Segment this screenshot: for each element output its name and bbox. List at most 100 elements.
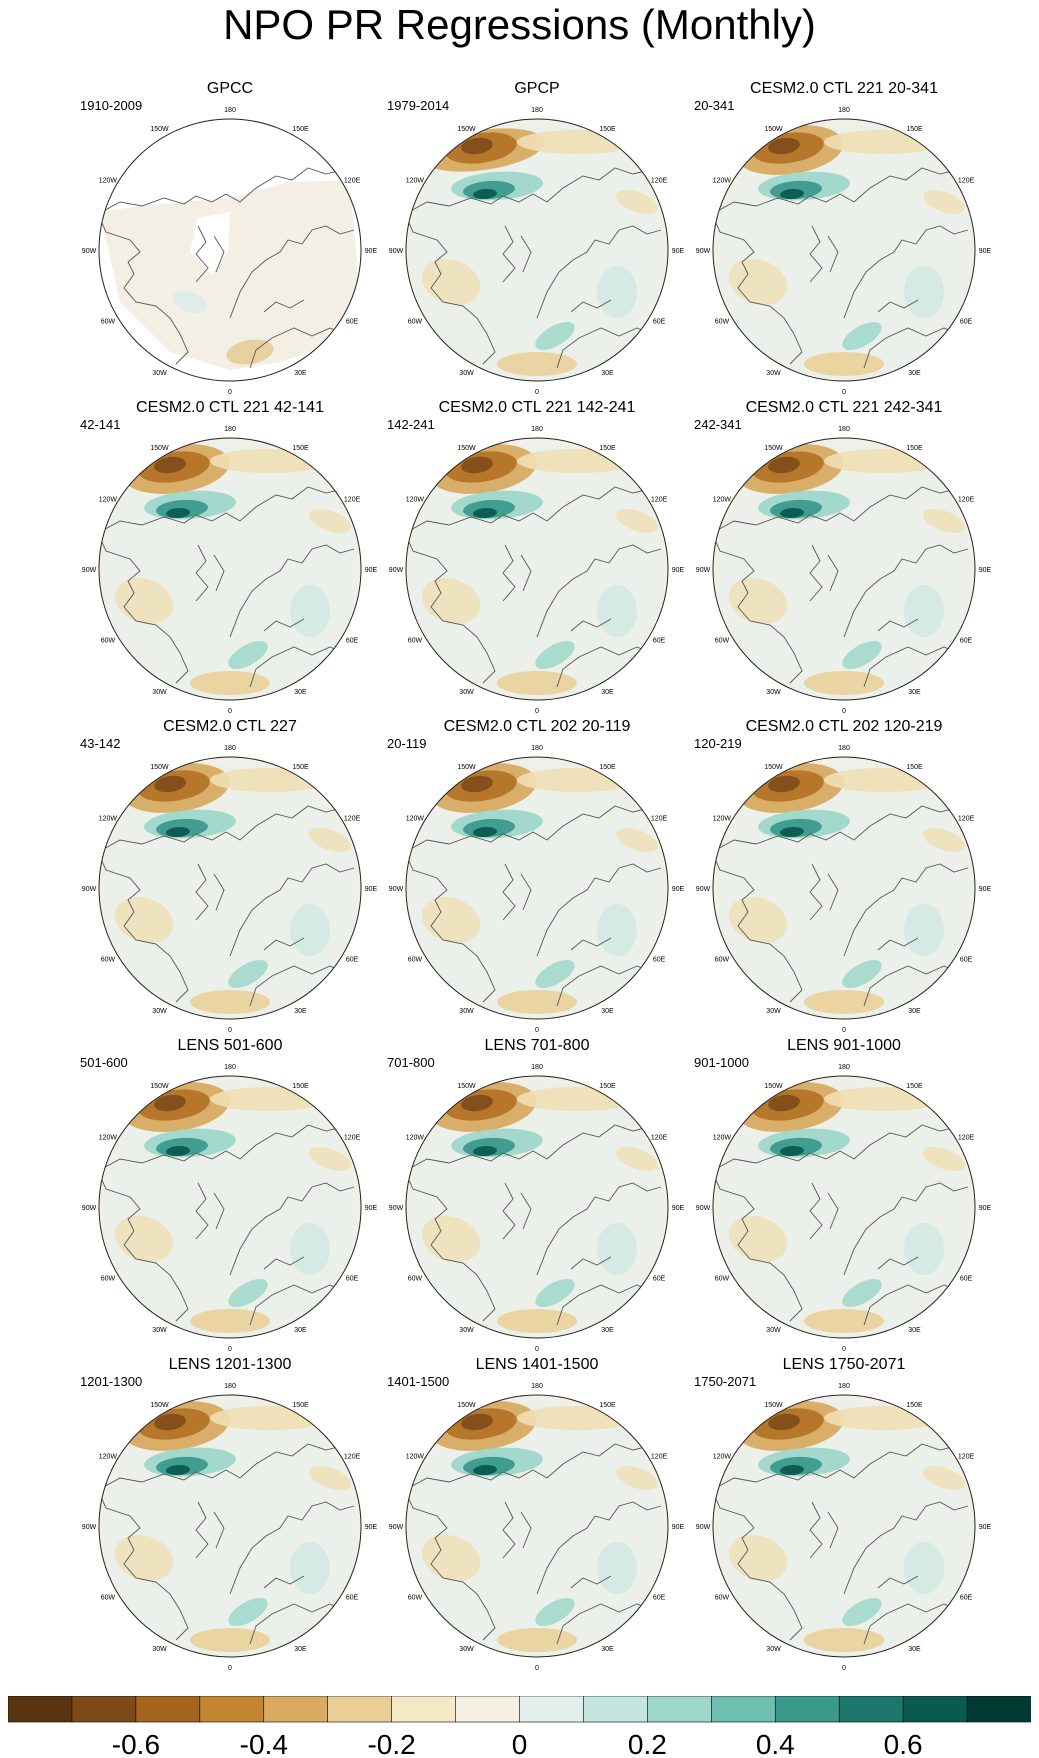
negative-anomaly [616,189,658,215]
negative-anomaly [517,1087,637,1111]
coastline [99,805,361,1007]
positive-anomaly [780,826,804,838]
longitude-label: 180 [838,426,850,433]
longitude-label: 120E [344,816,361,823]
map-boundary [405,118,669,382]
coastline [713,805,975,1007]
positive-anomaly [290,585,330,637]
panel-year-range: 42-141 [80,417,121,432]
longitude-label: 30W [459,370,474,377]
negative-anomaly [309,1465,351,1491]
longitude-label: 90E [979,886,992,893]
map-panel: LENS 501-600 501-600 180 150E 120E 90E 60E 30E 0… [80,1037,380,1357]
longitude-label: 60E [346,1276,359,1283]
colorbar-swatch [966,1696,1031,1723]
negative-anomaly [824,1087,944,1111]
longitude-label: 60E [960,1276,973,1283]
positive-anomaly [535,322,575,350]
longitude-label: 60E [653,1595,666,1602]
positive-anomaly [904,1542,944,1594]
longitude-label: 30E [294,689,307,696]
longitude-label: 120E [651,497,668,504]
longitude-label: 60E [960,638,973,645]
positive-anomaly [842,1279,882,1307]
coastline [406,167,668,369]
negative-anomaly [421,1534,481,1582]
colorbar: -0.6 -0.4 -0.2 0 0.2 0.4 0.6 [8,1696,1031,1758]
longitude-label: 180 [531,426,543,433]
longitude-label: 180 [224,426,236,433]
longitude-label: 0 [535,389,539,396]
longitude-label: 90E [979,567,992,574]
longitude-label: 120W [406,1454,425,1461]
longitude-label: 30E [908,1008,921,1015]
negative-anomaly [768,775,800,793]
negative-anomaly [616,508,658,534]
longitude-label: 120E [344,497,361,504]
panel-year-range: 1201-1300 [80,1374,143,1389]
panel-year-range: 142-241 [387,417,435,432]
longitude-label: 90W [696,248,711,255]
coastline [99,486,361,688]
negative-anomaly [210,1087,330,1111]
longitude-label: 0 [228,1665,232,1672]
longitude-label: 150W [457,445,476,452]
coastline [99,1443,361,1645]
longitude-label: 30E [601,689,614,696]
map-boundary [98,756,362,1020]
polar-map: 180 150E 120E 90E 60E 30E 0 30W 60W 90W 120W 150W [696,745,992,1034]
negative-anomaly [497,1309,577,1333]
longitude-label: 30W [766,1327,781,1334]
longitude-label: 30E [601,1008,614,1015]
longitude-label: 150W [150,1083,169,1090]
positive-anomaly [473,1145,497,1157]
longitude-label: 150E [599,126,616,133]
longitude-label: 120W [406,816,425,823]
longitude-label: 30W [766,1008,781,1015]
positive-anomaly [535,960,575,988]
longitude-label: 150E [906,445,923,452]
longitude-label: 90W [696,567,711,574]
longitude-label: 150W [150,445,169,452]
panel-title: GPCC [206,80,254,97]
panel-year-range: 43-142 [80,736,121,751]
longitude-label: 180 [531,107,543,114]
longitude-label: 60W [101,1595,116,1602]
panel-title: CESM2.0 CTL 227 [163,718,297,735]
longitude-label: 60E [346,319,359,326]
negative-anomaly [461,456,493,474]
longitude-label: 30E [908,1646,921,1653]
longitude-label: 90E [979,248,992,255]
longitude-label: 180 [224,107,236,114]
negative-anomaly [768,137,800,155]
longitude-label: 60W [101,638,116,645]
polar-map: 180 150E 120E 90E 60E 30E 0 30W 60W 90W 120W 150W [82,107,378,396]
negative-anomaly [497,990,577,1014]
longitude-label: 150W [457,1402,476,1409]
negative-anomaly [190,1628,270,1652]
longitude-label: 90E [672,567,685,574]
polar-map: 180 150E 120E 90E 60E 30E 0 30W 60W 90W 120W 150W [696,107,992,396]
longitude-label: 150W [764,445,783,452]
longitude-label: 120W [713,497,732,504]
panel-year-range: 501-600 [80,1055,128,1070]
longitude-label: 60W [408,1276,423,1283]
negative-anomaly [728,1215,788,1263]
positive-anomaly [473,1464,497,1476]
panel-year-range: 1910-2009 [80,98,143,113]
panel-year-range: 20-119 [387,736,427,751]
map-boundary [98,1075,362,1339]
positive-anomaly [228,641,268,669]
longitude-label: 150W [457,1083,476,1090]
negative-anomaly [616,1146,658,1172]
negative-anomaly [461,1094,493,1112]
panel-title: GPCP [514,80,560,97]
positive-anomaly [597,1542,637,1594]
negative-anomaly [824,130,944,154]
longitude-label: 0 [228,1346,232,1353]
negative-anomaly [497,352,577,376]
longitude-label: 120W [713,178,732,185]
map-boundary [405,437,669,701]
map-boundary [405,756,669,1020]
positive-anomaly [290,1542,330,1594]
